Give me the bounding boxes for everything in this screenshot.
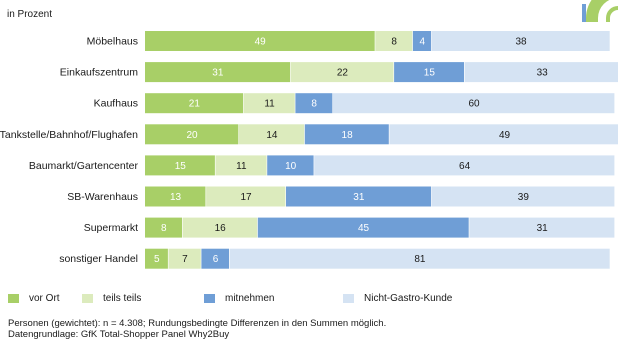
data-label: 15 [175, 161, 187, 172]
data-label: 11 [264, 99, 275, 110]
legend-item-mitnehmen: mitnehmen [204, 293, 321, 304]
bar-segment-teils-teils [375, 31, 413, 51]
category-label: SB-Warenhaus [67, 191, 138, 203]
bar-segment-nicht-gastro-kunde [431, 31, 610, 51]
data-label: 60 [468, 99, 480, 110]
bar-segment-mitnehmen [201, 248, 229, 269]
bar-segment-nicht-gastro-kunde [389, 124, 618, 145]
bar-segment-vor-ort [145, 62, 291, 83]
data-label: 5 [154, 254, 160, 265]
category-label: sonstiger Handel [59, 253, 138, 265]
data-label: 7 [182, 254, 188, 265]
bar-segment-vor-ort [145, 186, 206, 207]
bar-segment-vor-ort [145, 124, 239, 145]
legend-swatch-teils-teils [82, 294, 93, 303]
bar-segment-teils-teils [243, 93, 295, 114]
bar-segment-nicht-gastro-kunde [469, 217, 615, 238]
stacked-bar-chart: Möbelhaus 49 8 4 38 Einkaufszentrum 31 22 15 33 Ka… [0, 31, 618, 269]
bar-segment-mitnehmen [286, 186, 432, 207]
bar-segment-teils-teils [206, 186, 286, 207]
bar-segment-teils-teils [215, 155, 267, 176]
data-label: 31 [353, 192, 365, 203]
bar-segment-vor-ort [145, 155, 215, 176]
bar-segment-nicht-gastro-kunde [314, 155, 615, 176]
data-label: 64 [459, 161, 471, 172]
footnote-sample: Personen (gewichtet): n = 4.308; Rundung… [8, 318, 387, 329]
category-label: Tankstelle/Bahnhof/Flughafen [0, 129, 138, 141]
data-label: 15 [424, 68, 436, 79]
data-label: 6 [213, 254, 219, 265]
bar-segment-teils-teils [290, 62, 394, 83]
bar-segment-vor-ort [145, 248, 168, 269]
bar-segment-mitnehmen [295, 93, 333, 114]
legend-label-vor-ort: vor Ort [29, 293, 60, 304]
data-label: 18 [342, 130, 354, 141]
data-label: 39 [518, 192, 530, 203]
data-label: 49 [255, 37, 267, 48]
bar-segment-mitnehmen [394, 62, 464, 83]
data-label: 33 [537, 68, 549, 79]
data-label: 17 [240, 192, 252, 203]
bar-segment-nicht-gastro-kunde [229, 248, 610, 269]
bar-segment-nicht-gastro-kunde [333, 93, 615, 114]
data-label: 14 [266, 130, 278, 141]
data-label: 4 [420, 37, 426, 48]
chart-legend: vor Ort teils teils mitnehmen Nicht-Gast… [8, 293, 474, 304]
data-label: 81 [414, 254, 426, 265]
footnote-source: Datengrundlage: GfK Total-Shopper Panel … [8, 329, 230, 340]
category-label: Supermarkt [84, 222, 138, 234]
category-label: Baumarkt/Gartencenter [29, 160, 139, 172]
data-label: 20 [186, 130, 198, 141]
brand-logo-icon [582, 0, 618, 22]
category-label: Einkaufszentrum [60, 67, 138, 79]
legend-label-mitnehmen: mitnehmen [225, 293, 275, 304]
data-label: 11 [236, 161, 247, 172]
category-label: Möbelhaus [87, 36, 138, 48]
bar-segment-mitnehmen [304, 124, 389, 145]
bar-segment-nicht-gastro-kunde [431, 186, 615, 207]
legend-item-teils-teils: teils teils [82, 293, 182, 304]
legend-item-nicht-gastro-kunde: Nicht-Gastro-Kunde [343, 293, 452, 304]
legend-swatch-vor-ort [8, 294, 19, 303]
legend-item-vor-ort: vor Ort [8, 293, 60, 304]
data-label: 8 [161, 223, 167, 234]
data-label: 22 [337, 68, 349, 79]
data-label: 10 [285, 161, 297, 172]
data-label: 38 [515, 37, 527, 48]
bar-segment-vor-ort [145, 93, 244, 114]
bar-segment-teils-teils [239, 124, 305, 145]
bar-segment-vor-ort [145, 31, 375, 51]
data-label: 16 [215, 223, 227, 234]
data-label: 45 [358, 223, 370, 234]
data-label: 49 [499, 130, 511, 141]
category-label: Kaufhaus [94, 98, 138, 110]
legend-label-teils-teils: teils teils [103, 293, 142, 304]
legend-swatch-mitnehmen [204, 294, 215, 303]
bar-segment-mitnehmen [267, 155, 314, 176]
bar-segment-teils-teils [168, 248, 201, 269]
data-label: 31 [537, 223, 549, 234]
data-label: 8 [391, 37, 397, 48]
unit-label: in Prozent [7, 9, 53, 20]
data-label: 13 [170, 192, 182, 203]
bar-segment-mitnehmen [412, 31, 432, 51]
legend-label-nicht-gastro-kunde: Nicht-Gastro-Kunde [364, 293, 453, 304]
data-label: 8 [311, 99, 317, 110]
bar-segment-nicht-gastro-kunde [464, 62, 618, 83]
data-label: 21 [189, 99, 201, 110]
legend-swatch-nicht-gastro-kunde [343, 294, 354, 303]
data-label: 31 [212, 68, 224, 79]
bar-segment-mitnehmen [257, 217, 469, 238]
bar-segment-vor-ort [145, 217, 182, 238]
bar-segment-teils-teils [182, 217, 258, 238]
